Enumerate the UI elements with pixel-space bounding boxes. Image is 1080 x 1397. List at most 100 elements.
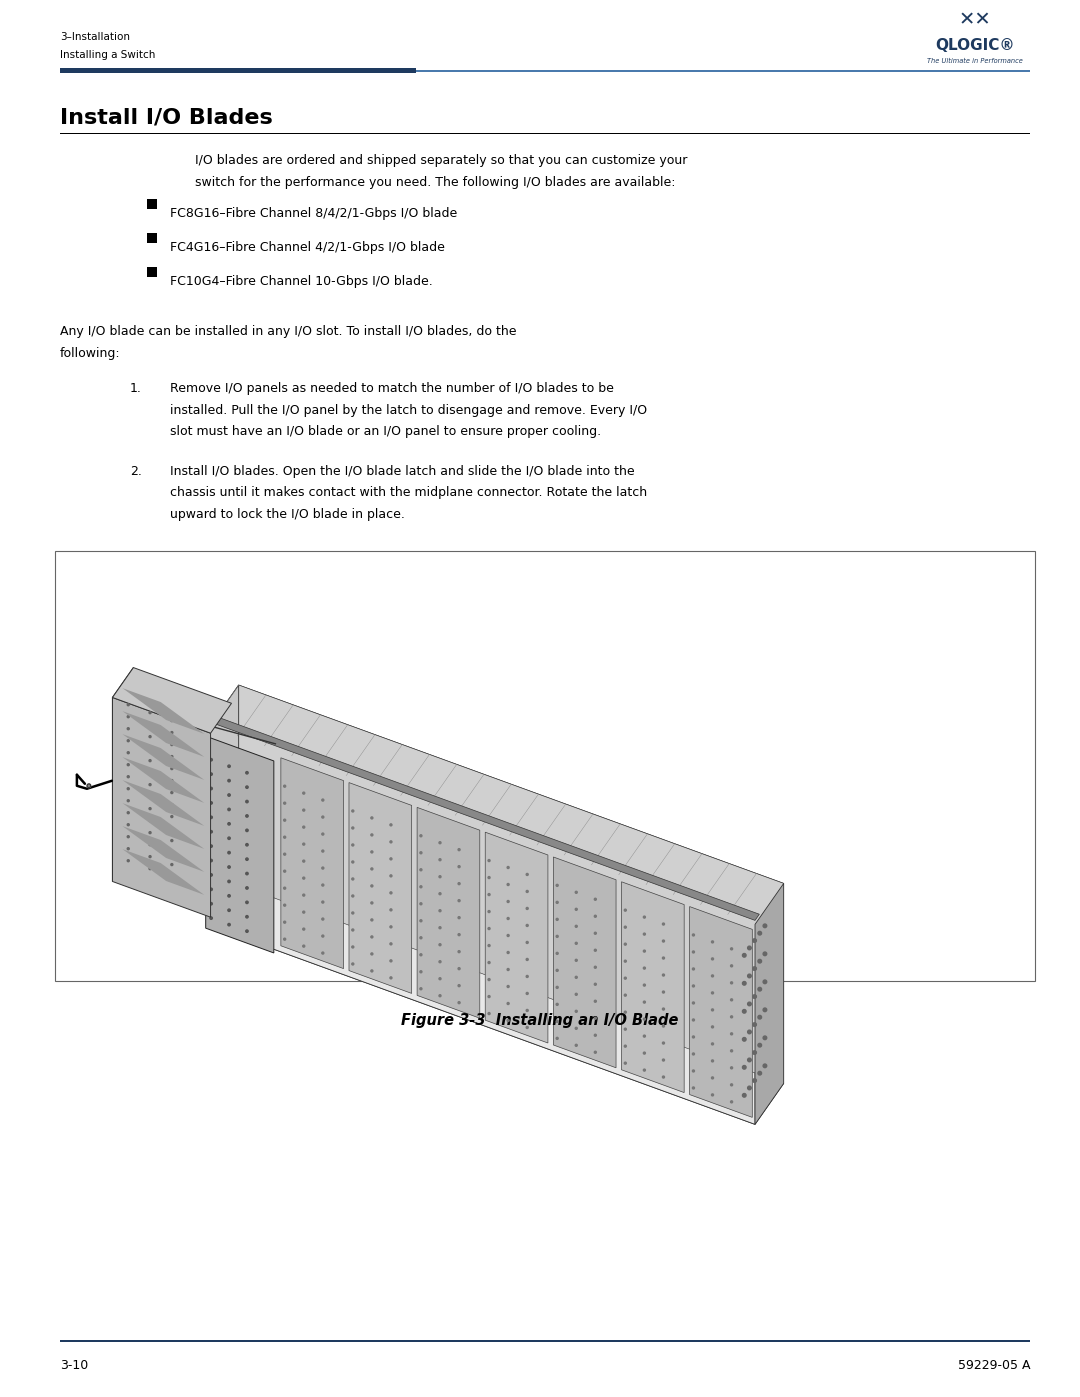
Circle shape [556,986,558,988]
Circle shape [730,965,732,967]
Circle shape [127,764,130,766]
Circle shape [488,944,490,947]
Bar [147,232,157,243]
Polygon shape [205,736,274,953]
Circle shape [210,802,213,805]
Circle shape [526,1010,528,1011]
Circle shape [352,861,354,863]
Circle shape [712,1094,714,1095]
Circle shape [764,1037,767,1039]
Circle shape [210,788,213,789]
Circle shape [458,916,460,919]
Circle shape [556,1020,558,1023]
Text: 3-10: 3-10 [60,1359,89,1372]
Circle shape [322,799,324,800]
Polygon shape [485,833,548,1044]
Circle shape [171,876,173,877]
Circle shape [171,719,173,722]
Circle shape [127,728,130,729]
Text: 3–Installation: 3–Installation [60,32,130,42]
Circle shape [508,951,509,954]
Circle shape [556,953,558,954]
Circle shape [556,970,558,971]
Circle shape [692,951,694,953]
Polygon shape [122,689,204,733]
Circle shape [284,785,286,787]
Circle shape [556,901,558,904]
Circle shape [370,817,373,819]
Circle shape [390,824,392,826]
Circle shape [210,759,213,761]
Circle shape [526,975,528,978]
Circle shape [576,993,577,995]
Circle shape [322,884,324,886]
Circle shape [692,985,694,986]
Circle shape [149,760,151,761]
Circle shape [246,787,248,788]
Circle shape [149,796,151,798]
Text: 1.: 1. [130,381,141,395]
Circle shape [712,958,714,960]
Circle shape [149,736,151,738]
Circle shape [458,985,460,986]
Circle shape [594,898,596,900]
Circle shape [488,894,490,895]
Circle shape [284,921,286,923]
Circle shape [149,844,151,845]
Circle shape [420,886,422,887]
Text: chassis until it makes contact with the midplane connector. Rotate the latch: chassis until it makes contact with the … [170,486,647,499]
Text: 2.: 2. [130,464,141,478]
Text: Remove I/O panels as needed to match the number of I/O blades to be: Remove I/O panels as needed to match the… [170,381,613,395]
Circle shape [692,1018,694,1021]
Circle shape [458,900,460,901]
Polygon shape [553,856,616,1067]
Circle shape [370,919,373,921]
Circle shape [624,926,626,928]
Circle shape [526,958,528,961]
Circle shape [210,816,213,819]
Circle shape [742,1010,746,1013]
Circle shape [764,951,767,956]
Circle shape [284,887,286,888]
Circle shape [302,809,305,812]
Circle shape [526,992,528,995]
Circle shape [171,863,173,866]
Circle shape [171,827,173,830]
Circle shape [322,918,324,921]
Circle shape [302,844,305,845]
Polygon shape [210,886,784,1125]
Circle shape [624,1011,626,1013]
Circle shape [753,1023,756,1027]
Circle shape [508,985,509,988]
Circle shape [644,967,646,970]
Circle shape [390,943,392,944]
Circle shape [594,1052,596,1053]
Circle shape [692,1087,694,1088]
Circle shape [730,999,732,1000]
Circle shape [753,1051,756,1055]
Circle shape [742,1066,746,1069]
Text: The Ultimate in Performance: The Ultimate in Performance [927,59,1023,64]
Circle shape [594,949,596,951]
Circle shape [712,942,714,943]
Text: switch for the performance you need. The following I/O blades are available:: switch for the performance you need. The… [195,176,675,189]
Circle shape [488,961,490,964]
Circle shape [127,775,130,778]
Text: I/O blades are ordered and shipped separately so that you can customize your: I/O blades are ordered and shipped separ… [195,154,687,168]
Circle shape [458,968,460,970]
Circle shape [420,971,422,972]
Circle shape [508,1020,509,1021]
Polygon shape [210,685,239,926]
Circle shape [302,946,305,947]
Circle shape [488,911,490,912]
Circle shape [624,960,626,963]
Circle shape [458,848,460,851]
Circle shape [302,826,305,828]
Circle shape [576,943,577,944]
Circle shape [246,930,248,932]
Circle shape [210,845,213,848]
Circle shape [662,957,664,960]
Circle shape [246,800,248,803]
Circle shape [127,715,130,718]
Circle shape [730,947,732,950]
